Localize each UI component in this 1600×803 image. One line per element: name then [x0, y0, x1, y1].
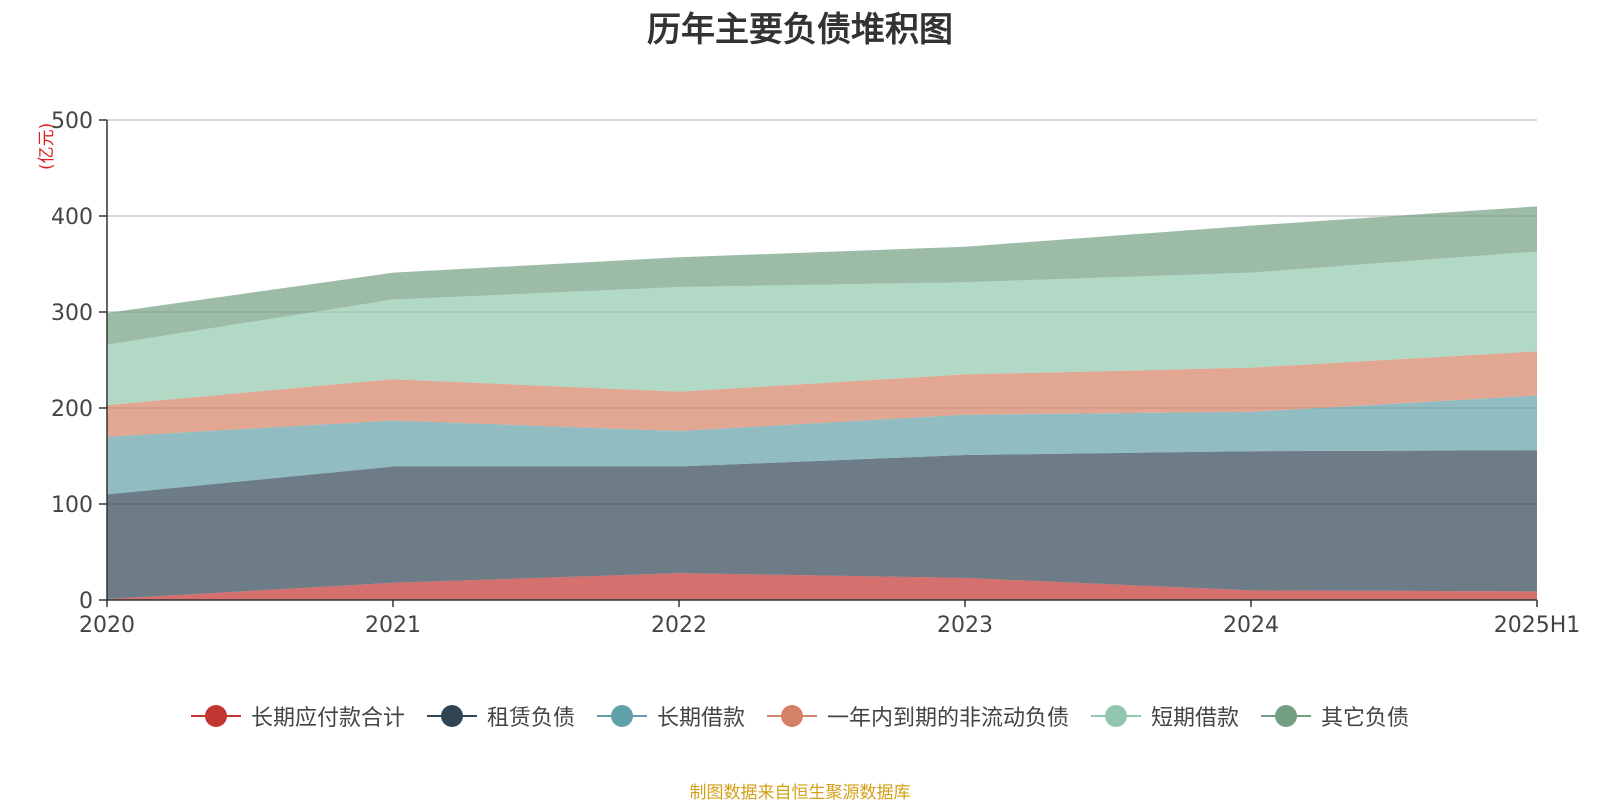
y-tick-label: 100: [51, 493, 93, 518]
legend-marker-icon: [596, 704, 647, 728]
legend: 长期应付款合计 租赁负债 长期借款 一年内到期的非流动负债 短期借款 其它负债: [0, 700, 1600, 732]
y-tick-label: 300: [51, 301, 93, 326]
legend-label: 长期借款: [656, 706, 745, 731]
axes: [99, 119, 1538, 607]
legend-marker-icon: [190, 704, 241, 728]
source-note: 制图数据来自恒生聚源数据库: [689, 783, 911, 803]
legend-marker-icon: [1261, 704, 1312, 728]
x-tick-label: 2023: [937, 613, 993, 638]
area-series-4: [107, 251, 1537, 406]
chart-title: 历年主要负债堆积图: [647, 10, 953, 50]
area-series-3: [107, 351, 1537, 437]
legend-label: 其它负债: [1321, 706, 1410, 731]
area-series-1: [107, 450, 1537, 600]
y-tick-label: 500: [51, 109, 93, 134]
x-tick-label: 2022: [651, 613, 707, 638]
legend-item[interactable]: 其它负债: [1261, 700, 1409, 732]
legend-label: 一年内到期的非流动负债: [827, 706, 1070, 731]
legend-item[interactable]: 一年内到期的非流动负债: [767, 700, 1069, 732]
legend-label: 租赁负债: [486, 706, 575, 731]
legend-item[interactable]: 长期应付款合计: [190, 700, 405, 732]
stacked-area-chart: 0 100 200 300 400 500 2020 2021 2022 2023 2024 2025…: [51, 109, 1580, 638]
legend-item[interactable]: 长期借款: [596, 700, 745, 732]
area-series-0: [107, 573, 1537, 600]
y-tick-label: 400: [51, 205, 93, 230]
area-series-5: [107, 206, 1537, 345]
legend-marker-icon: [426, 704, 477, 728]
x-tick-label: 2024: [1223, 613, 1279, 638]
x-tick-label: 2020: [79, 613, 135, 638]
area-series-layer: [107, 206, 1537, 600]
legend-item[interactable]: 租赁负债: [426, 700, 575, 732]
legend-label: 短期借款: [1151, 706, 1240, 731]
tick-labels: 0 100 200 300 400 500 2020 2021 2022 2023 2024 2025…: [51, 109, 1580, 638]
x-tick-label: 2025H1: [1494, 613, 1581, 638]
legend-label: 长期应付款合计: [250, 706, 405, 731]
y-tick-label: 200: [51, 397, 93, 422]
legend-marker-icon: [1091, 704, 1142, 728]
legend-item[interactable]: 短期借款: [1091, 700, 1239, 732]
y-tick-label: 0: [79, 589, 93, 614]
legend-marker-icon: [767, 704, 817, 728]
x-tick-label: 2021: [365, 613, 421, 638]
area-series-2: [107, 395, 1537, 495]
